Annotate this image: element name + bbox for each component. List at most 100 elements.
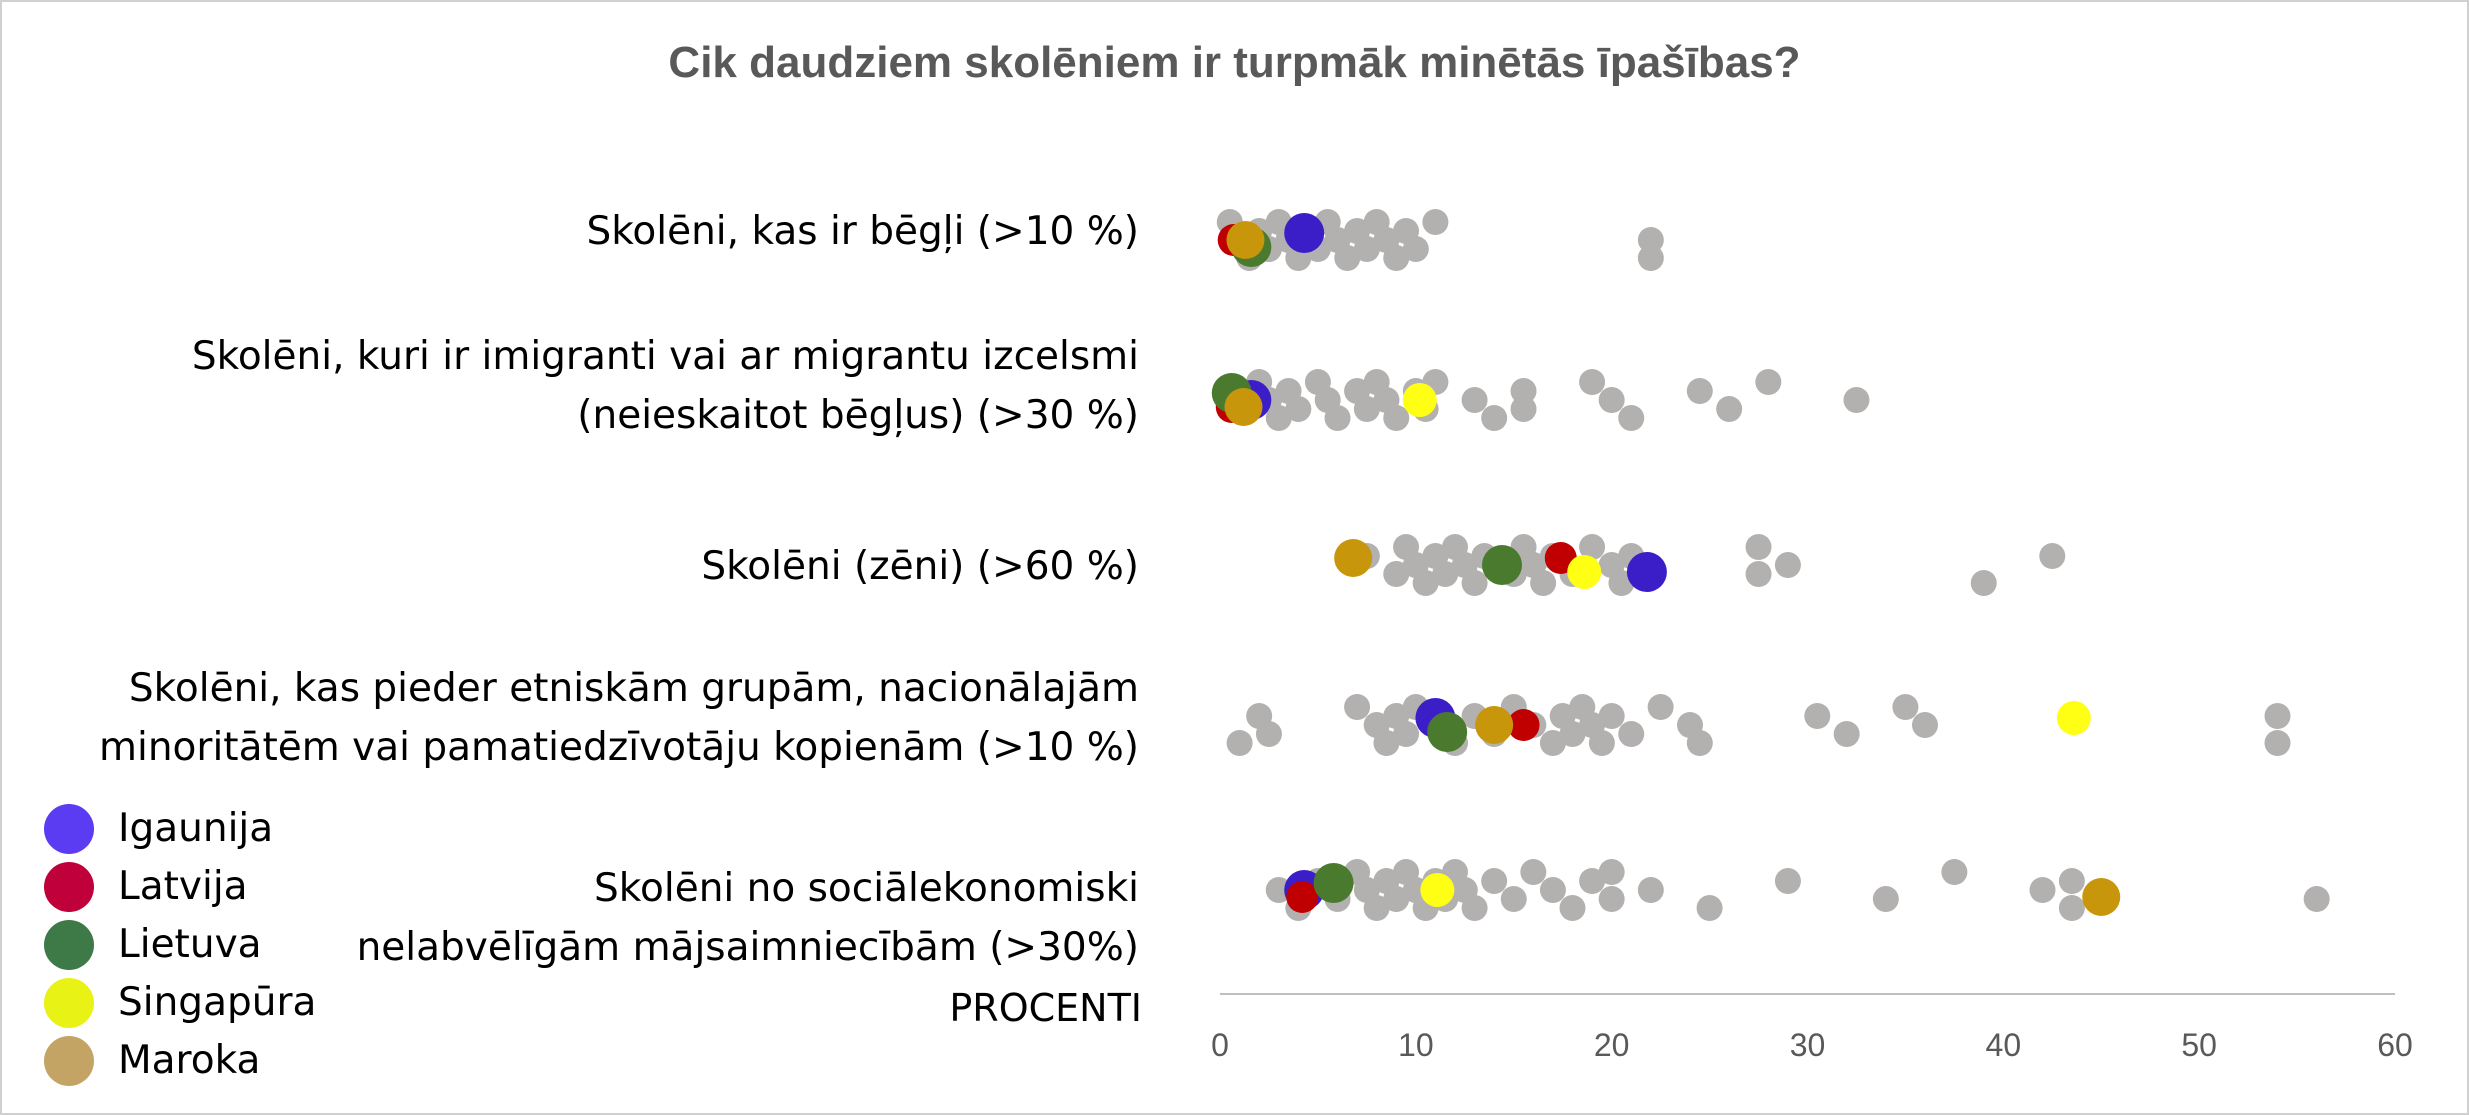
data-point-other (1510, 378, 1537, 404)
data-point-other (1265, 405, 1292, 431)
data-point-other (1647, 694, 1674, 720)
data-point-maroka (2082, 878, 2121, 916)
x-tick-label: 20 (1594, 1027, 1630, 1063)
data-point-other (1745, 561, 1772, 587)
data-point-other (1637, 227, 1664, 253)
data-point-other (2303, 886, 2330, 912)
legend-swatch (44, 920, 94, 970)
data-point-other (1912, 712, 1938, 738)
category-label-boys: Skolēni (zēni) (>60 %) (701, 537, 1139, 596)
legend-label: Latvija (118, 864, 248, 909)
data-point-other (1432, 561, 1459, 587)
category-label-line: Skolēni, kuri ir imigranti vai ar migran… (191, 334, 1139, 379)
data-point-other (1686, 378, 1713, 404)
data-point-other (2264, 730, 2291, 756)
data-point-other (1393, 721, 1420, 747)
category-label-line: Skolēni no sociālekonomiski (594, 866, 1139, 911)
data-point-other (1598, 886, 1625, 912)
data-point-other (1265, 877, 1292, 903)
legend-swatch (44, 804, 94, 854)
data-point-other (1363, 895, 1390, 921)
data-point-singapūra (2056, 701, 2091, 735)
data-point-other (1412, 570, 1439, 596)
legend-swatch (44, 862, 94, 912)
data-point-other (1637, 877, 1664, 903)
data-point-other (1383, 561, 1410, 587)
data-point-other (1461, 387, 1488, 413)
x-tick-label: 10 (1398, 1027, 1434, 1063)
data-point-other (1383, 886, 1410, 912)
data-point-maroka (1475, 706, 1514, 744)
x-tick-label: 0 (1211, 1027, 1229, 1063)
data-point-other (1833, 721, 1860, 747)
chart-title: Cik daudziem skolēniem ir turpmāk minētā… (668, 38, 1801, 87)
category-label-line: Skolēni (zēni) (>60 %) (701, 544, 1139, 589)
data-point-lietuva (1313, 863, 1354, 903)
data-point-other (1285, 396, 1312, 422)
x-tick-label: 40 (1986, 1027, 2022, 1063)
data-point-other (1579, 868, 1606, 894)
data-point-other (2058, 868, 2085, 894)
data-point-other (1598, 387, 1625, 413)
data-point-maroka (1334, 539, 1373, 577)
data-point-other (1344, 694, 1371, 720)
data-point-singapūra (1420, 873, 1455, 907)
data-point-maroka (1226, 221, 1265, 259)
data-point-other (1579, 534, 1606, 560)
data-point-other (1618, 405, 1645, 431)
data-point-other (2264, 703, 2291, 729)
data-point-igaunija (1284, 213, 1325, 253)
data-point-other (1970, 570, 1997, 596)
data-point-other (1598, 859, 1625, 885)
data-point-other (1500, 886, 1527, 912)
data-point-other (1461, 570, 1488, 596)
data-point-other (1255, 721, 1282, 747)
x-tick-label: 50 (2181, 1027, 2217, 1063)
legend-swatch (44, 978, 94, 1028)
data-point-other (1872, 886, 1899, 912)
data-point-other (1402, 236, 1429, 262)
data-point-other (2058, 895, 2085, 921)
data-point-other (1745, 534, 1772, 560)
category-label-disadvantaged: Skolēni no sociālekonomiski nelabvēlīgām… (357, 859, 1139, 977)
category-label-line: minoritātēm vai pamatiedzīvotāju kopienā… (99, 725, 1139, 770)
legend-label: Maroka (118, 1038, 261, 1083)
data-point-other (1804, 703, 1831, 729)
data-point-other (1559, 895, 1586, 921)
data-point-other (1481, 405, 1508, 431)
x-tick-label: 30 (1790, 1027, 1826, 1063)
data-point-other (1510, 396, 1537, 422)
data-point-latvija (1507, 709, 1540, 741)
category-label-line: Skolēni, kas ir bēgļi (>10 %) (586, 209, 1139, 254)
data-point-other (1324, 405, 1351, 431)
data-point-other (1520, 859, 1547, 885)
data-point-other (1598, 703, 1625, 729)
data-point-other (2029, 877, 2056, 903)
category-label-minorities: Skolēni, kas pieder etniskām grupām, nac… (99, 659, 1139, 777)
data-point-other (1539, 877, 1566, 903)
data-point-other (1843, 387, 1870, 413)
data-point-other (1461, 895, 1488, 921)
data-point-other (1941, 859, 1968, 885)
legend-label: Lietuva (118, 922, 262, 967)
data-point-singapūra (1567, 555, 1602, 589)
data-point-other (1588, 730, 1615, 756)
data-point-other (1383, 405, 1410, 431)
data-point-other (1892, 694, 1919, 720)
data-point-lietuva (1427, 712, 1468, 752)
data-point-other (1716, 396, 1743, 422)
data-point-other (1774, 868, 1801, 894)
category-label-refugees: Skolēni, kas ir bēgļi (>10 %) (586, 202, 1139, 261)
x-tick-label: 60 (2377, 1027, 2413, 1063)
legend-label: Singapūra (118, 980, 317, 1025)
data-point-singapūra (1402, 383, 1437, 417)
data-point-maroka (1224, 388, 1263, 426)
data-point-other (1579, 369, 1606, 395)
data-point-other (1559, 721, 1586, 747)
data-point-other (1422, 209, 1449, 235)
data-point-other (1774, 552, 1801, 578)
data-point-other (1353, 236, 1380, 262)
category-label-immigrants: Skolēni, kuri ir imigranti vai ar migran… (192, 327, 1139, 445)
data-point-other (1696, 895, 1723, 921)
